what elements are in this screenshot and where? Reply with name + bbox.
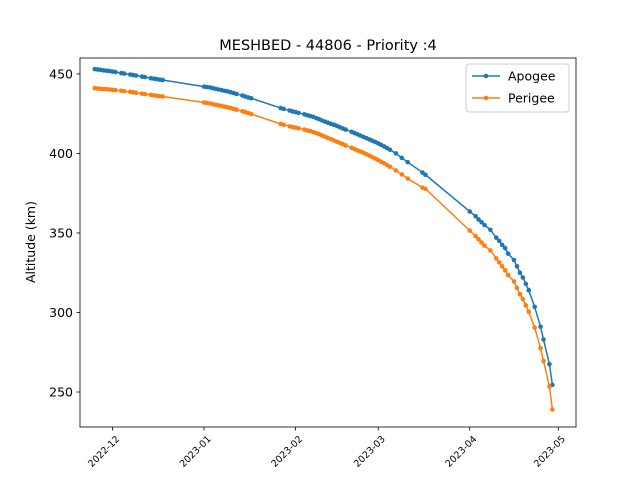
data-point: [502, 268, 508, 273]
data-point: [281, 106, 287, 112]
data-point: [541, 358, 546, 364]
data-point: [142, 91, 148, 97]
data-point: [511, 279, 517, 284]
data-point: [473, 213, 478, 219]
data-point: [493, 256, 499, 261]
data-point: [467, 209, 473, 214]
data-point: [405, 159, 411, 165]
data-point: [160, 77, 165, 83]
plot-frame: [79, 57, 577, 428]
data-point: [550, 407, 555, 412]
legend-label-perigee: Perigee: [508, 91, 555, 106]
y-tick-label: 400: [49, 146, 73, 161]
data-point: [399, 155, 405, 161]
data-point: [133, 90, 139, 96]
data-point: [496, 260, 502, 265]
data-point: [121, 71, 127, 76]
data-point: [517, 270, 523, 276]
y-axis-label: Altitude (km): [23, 201, 38, 283]
data-point: [526, 309, 532, 314]
data-point: [113, 69, 118, 75]
data-point: [343, 127, 349, 132]
data-point: [160, 94, 165, 99]
data-point: [514, 264, 520, 269]
data-point: [532, 325, 537, 330]
legend-marker-apogee: [483, 73, 489, 79]
data-point: [541, 337, 546, 342]
data-point: [296, 126, 301, 131]
data-point: [520, 275, 526, 280]
data-point: [499, 264, 505, 269]
data-point: [393, 168, 399, 173]
y-tick-label: 250: [49, 385, 73, 400]
data-point: [234, 107, 239, 112]
data-point: [405, 176, 411, 181]
series-layer: [92, 66, 555, 412]
chart-title: MESHBED - 44806 - Priority :4: [219, 38, 436, 54]
data-point: [296, 110, 301, 116]
data-point: [121, 88, 127, 94]
data-point: [488, 227, 493, 233]
data-point: [467, 228, 473, 233]
data-point: [523, 281, 529, 287]
data-point: [113, 87, 118, 93]
data-point: [387, 147, 393, 153]
data-point: [488, 248, 493, 253]
data-point: [538, 324, 543, 330]
data-point: [133, 73, 139, 78]
data-point: [281, 122, 287, 128]
legend-marker-perigee: [483, 95, 489, 101]
data-point: [393, 151, 399, 156]
data-point: [473, 233, 478, 239]
data-point: [502, 245, 508, 251]
data-point: [248, 111, 254, 117]
data-point: [479, 240, 484, 245]
data-point: [482, 222, 487, 228]
data-point: [547, 361, 552, 367]
data-point: [499, 242, 505, 248]
data-point: [538, 345, 543, 351]
data-point: [532, 304, 537, 310]
data-point: [476, 237, 481, 242]
data-point: [505, 272, 511, 278]
data-point: [142, 74, 148, 80]
y-tick-label: 450: [49, 66, 73, 81]
data-point: [520, 296, 526, 302]
data-point: [423, 186, 428, 192]
data-point: [547, 384, 552, 389]
legend-label-apogee: Apogee: [508, 69, 556, 84]
data-point: [387, 164, 393, 170]
series-apogee: [92, 66, 555, 388]
data-point: [482, 243, 487, 248]
data-point: [343, 143, 349, 148]
legend: Apogee Perigee: [465, 63, 570, 113]
data-point: [399, 172, 405, 177]
data-point: [511, 257, 517, 263]
data-point: [505, 251, 511, 256]
data-point: [523, 303, 529, 308]
data-point: [496, 238, 502, 244]
data-point: [234, 91, 239, 97]
data-point: [423, 172, 428, 178]
data-point: [476, 217, 481, 222]
y-tick-label: 300: [49, 305, 73, 320]
data-point: [517, 291, 523, 297]
series-perigee: [92, 85, 555, 412]
data-point: [526, 287, 532, 293]
data-point: [479, 219, 484, 225]
data-point: [493, 235, 499, 241]
y-tick-label: 350: [49, 225, 73, 240]
data-point: [514, 285, 520, 291]
data-point: [248, 95, 254, 101]
